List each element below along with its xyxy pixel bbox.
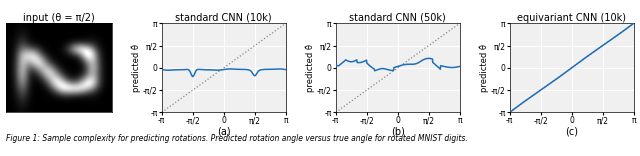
Text: Figure 1: Sample complexity for predicting rotations. Predicted rotation angle v: Figure 1: Sample complexity for predicti… (6, 134, 468, 143)
X-axis label: (a): (a) (217, 127, 230, 137)
Title: standard CNN (50k): standard CNN (50k) (349, 13, 446, 23)
Y-axis label: predicted θ̂: predicted θ̂ (480, 44, 490, 92)
X-axis label: (c): (c) (565, 127, 578, 137)
Y-axis label: predicted θ̂: predicted θ̂ (306, 44, 316, 92)
X-axis label: (b): (b) (391, 127, 404, 137)
Title: standard CNN (10k): standard CNN (10k) (175, 13, 272, 23)
Title: equivariant CNN (10k): equivariant CNN (10k) (517, 13, 626, 23)
Title: input (θ = π/2): input (θ = π/2) (23, 13, 95, 23)
Y-axis label: predicted θ̂: predicted θ̂ (132, 44, 141, 92)
